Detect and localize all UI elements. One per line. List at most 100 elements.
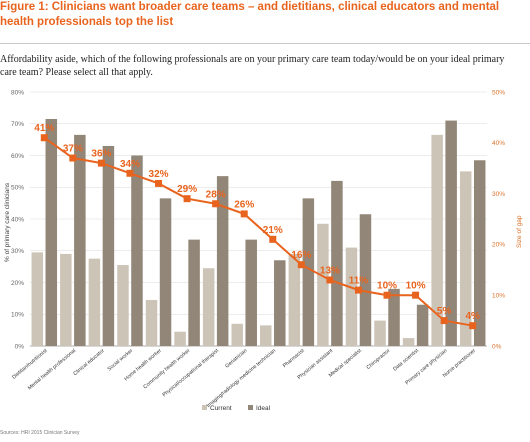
category-label: Clinical educator [72, 348, 105, 377]
category-label: Social worker [107, 348, 135, 373]
bar-current [402, 338, 415, 346]
bar-ideal [216, 176, 229, 346]
gap-data-label: 16% [291, 250, 311, 261]
y-tick-label: 50% [11, 185, 24, 192]
y-tick-label: 60% [11, 153, 24, 160]
gap-data-label: 37% [63, 144, 83, 155]
bar-current [317, 223, 329, 346]
bar-ideal [45, 118, 58, 346]
y-right-tick-label: 10% [492, 293, 505, 300]
gap-point [469, 322, 477, 330]
gap-data-label: 21% [263, 225, 283, 236]
bar-current [260, 325, 272, 346]
gap-data-label: 4% [465, 311, 480, 322]
bar-ideal [331, 180, 343, 346]
y-tick-label: 30% [11, 248, 24, 255]
legend-label-ideal: Ideal [256, 405, 271, 412]
bar-ideal [473, 160, 486, 346]
gap-point [240, 210, 248, 218]
y-right-tick-label: 50% [492, 89, 505, 96]
gap-point [126, 169, 134, 177]
gap-data-label: 11% [349, 276, 369, 287]
bar-ideal [188, 239, 200, 346]
bar-current [202, 268, 215, 346]
gap-point [69, 154, 77, 162]
bar-ideal [302, 198, 315, 346]
y-tick-label: 40% [11, 216, 24, 223]
bar-current [459, 171, 472, 346]
gap-point [40, 134, 48, 142]
gap-data-label: 36% [91, 149, 111, 160]
gap-point [383, 291, 391, 299]
gap-data-label: 5% [437, 306, 452, 317]
gap-data-label: 41% [34, 123, 54, 134]
legend-swatch-ideal [248, 405, 253, 410]
gap-data-label: 10% [406, 281, 426, 292]
gap-point [212, 200, 220, 208]
category-label: Chiropractor [366, 348, 392, 371]
bar-current [374, 320, 386, 346]
y-axis-title: % of primary care clinicians [4, 182, 11, 262]
gap-point [412, 291, 420, 299]
source-note: Sources: HRI 2015 Clinician Survey [0, 430, 80, 436]
y-tick-label: 70% [11, 121, 24, 128]
gap-data-label: 32% [149, 169, 169, 180]
bar-current [145, 299, 158, 346]
y-right-tick-label: 20% [492, 242, 505, 249]
gap-point [440, 317, 448, 325]
bar-current [431, 134, 443, 346]
category-label: Mental health professional [27, 348, 77, 392]
gap-point [183, 195, 191, 203]
y-tick-label: 80% [11, 89, 24, 96]
gap-point [97, 159, 105, 167]
bar-current [60, 253, 72, 346]
category-label: Physical/occupational therapist [162, 348, 221, 399]
gap-point [354, 286, 362, 294]
gap-data-label: 10% [377, 281, 397, 292]
y-tick-label: 10% [11, 312, 24, 319]
bar-ideal [74, 134, 86, 346]
category-label: Geriatrician [224, 348, 248, 370]
gap-data-label: 29% [177, 184, 197, 195]
gap-series-line [43, 136, 473, 327]
category-label: Pharmacist [282, 348, 306, 370]
gap-data-label: 28% [206, 189, 226, 200]
bar-current [288, 253, 301, 346]
y-right-tick-label: 0% [492, 343, 502, 350]
bar-ideal [388, 288, 400, 346]
bar-ideal [359, 214, 372, 346]
bar-ideal [245, 239, 257, 346]
bar-current [345, 247, 358, 346]
bar-ideal [445, 120, 457, 346]
bar-ideal [416, 304, 429, 346]
y-right-tick-label: 40% [492, 140, 505, 147]
chart-subtitle: Affordability aside, which of the follow… [0, 54, 505, 78]
gap-data-label: 13% [320, 265, 340, 276]
bar-current [117, 265, 129, 346]
y-tick-label: 20% [11, 280, 24, 287]
legend-label-current: Current [210, 405, 232, 412]
bar-ideal [131, 155, 143, 346]
y-right-axis-title: Size of gap [516, 215, 523, 248]
bar-current [31, 252, 44, 346]
bar-ideal [274, 260, 286, 346]
gap-data-label: 34% [120, 159, 140, 170]
bar-current [88, 258, 101, 346]
legend-swatch-current [202, 405, 207, 410]
bar-ideal [159, 198, 172, 346]
gap-point [269, 235, 277, 243]
bar-current [231, 323, 243, 346]
gap-point [155, 179, 163, 187]
bar-ideal [102, 145, 115, 346]
y-tick-label: 0% [15, 343, 25, 350]
gap-point [326, 276, 334, 284]
category-label: Community health worker [142, 348, 191, 391]
y-right-tick-label: 30% [492, 191, 505, 198]
divider [0, 43, 530, 44]
category-label: Data scientist [392, 348, 420, 373]
gap-data-label: 26% [234, 199, 254, 210]
chart-title: Figure 1: Clinicians want broader care t… [0, 1, 500, 28]
gap-point [297, 261, 305, 269]
bar-current [174, 331, 186, 346]
